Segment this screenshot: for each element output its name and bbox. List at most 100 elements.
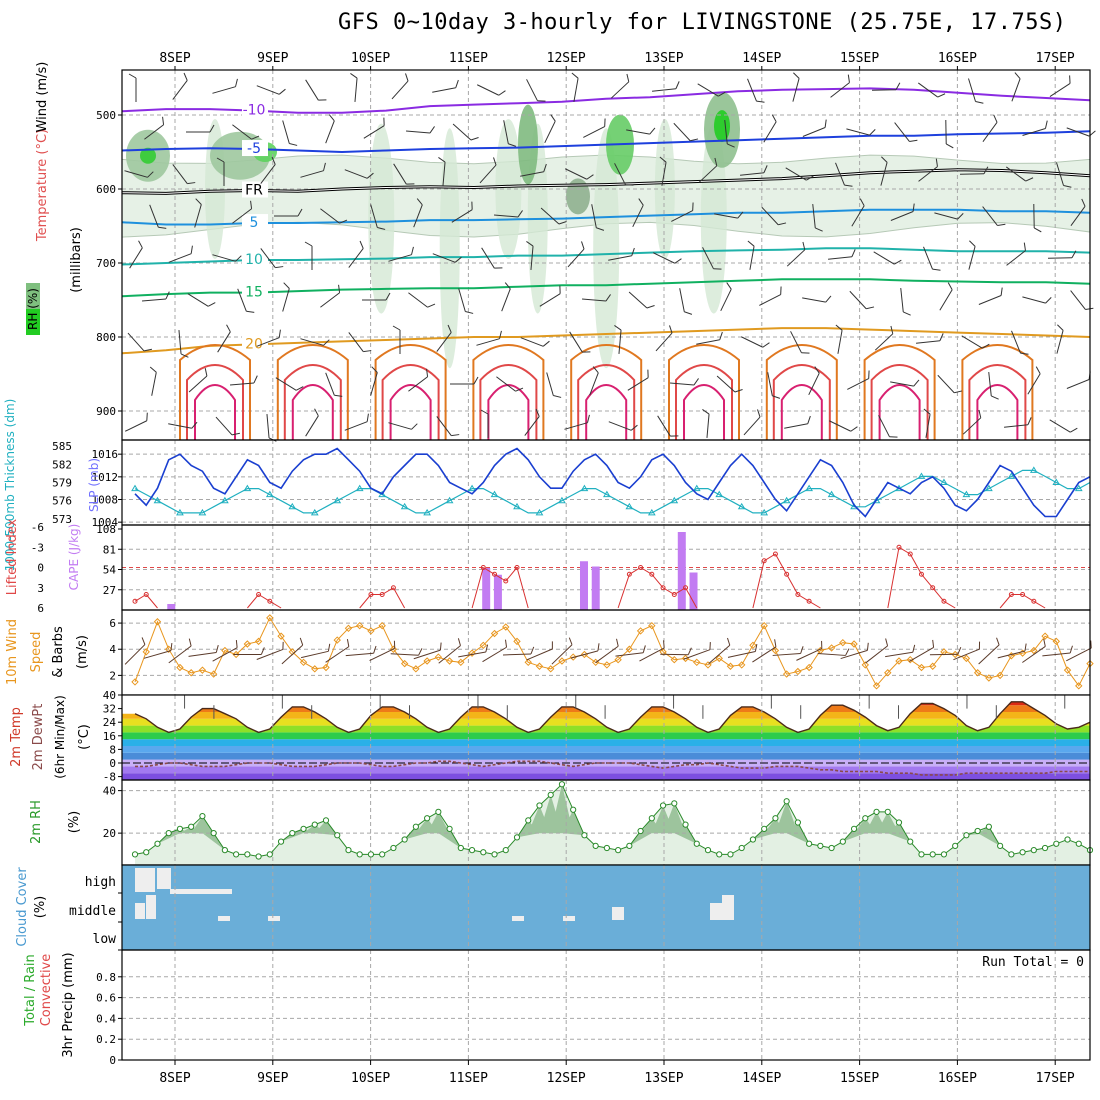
wind-speed-point (378, 621, 386, 630)
wind-barb (808, 366, 820, 396)
li-point (784, 571, 790, 577)
wind-barb-shaft (828, 420, 852, 432)
surface-wind-barb-flag (485, 644, 489, 653)
pressure-tick-label: 700 (96, 257, 116, 270)
wind-barb-shaft (526, 79, 538, 101)
wind-barb-flag (191, 421, 198, 429)
warm-contour (479, 364, 538, 440)
wind-barb-shaft (232, 208, 252, 224)
wind-barb-shaft (282, 288, 290, 312)
wind-barb-flag (614, 325, 622, 331)
wind-barb-flag (890, 325, 894, 334)
wind-speed-point (839, 638, 847, 647)
warm-contour (870, 364, 929, 440)
ylabel-cloud-units: (%) (33, 896, 48, 919)
wind-barb-shaft (628, 291, 648, 309)
wind-barb (851, 198, 865, 227)
wind-barb (923, 246, 941, 271)
surface-wind-barb-shaft (124, 644, 146, 665)
wind-barb (1066, 127, 1096, 137)
warm-contour (683, 384, 725, 440)
wind-speed-point (771, 646, 780, 655)
wind-barb-shaft (212, 254, 236, 262)
cape-bar (493, 574, 502, 610)
wind-barb-flag (165, 291, 170, 300)
wind-barb-shaft (878, 415, 890, 437)
surface-wind-barb-shaft (1042, 652, 1071, 657)
thickness-point (535, 508, 544, 516)
wind-barb-flag (982, 343, 990, 349)
wind-barb (413, 198, 423, 228)
wind-barb-flag (455, 79, 459, 88)
wind-barb-flag (128, 73, 137, 79)
wind-barb (124, 412, 148, 432)
wind-barb-shaft (503, 120, 509, 144)
wind-barb (945, 119, 954, 149)
wind-barb-flag (207, 302, 216, 307)
cape-bar (579, 561, 588, 610)
isotherm--5 (121, 130, 1091, 154)
ylabel-wind: Wind (m/s) (35, 62, 50, 133)
wind-barb-flag (807, 415, 811, 424)
thickness-point (625, 502, 634, 510)
rh-peak-fill (775, 801, 798, 834)
thickness-point (760, 508, 769, 516)
wind-barb (388, 422, 418, 430)
rh-peak-fill (887, 822, 911, 842)
precip-tick-label: 0.8 (96, 971, 116, 984)
wind-barb-shaft (618, 330, 622, 354)
thickness-point (265, 490, 274, 498)
surface-wind-barb (708, 637, 731, 665)
wind-barb-flag (304, 241, 313, 247)
wind-barb (524, 408, 540, 436)
surface-wind-barb (325, 639, 350, 663)
wind-barb-flag (869, 129, 876, 136)
rh-point (143, 849, 150, 856)
wind-barb-flag (216, 157, 225, 163)
rh-point (154, 840, 161, 847)
wind-barb (363, 117, 385, 139)
li-point (896, 544, 902, 550)
wind-barb-shaft (256, 85, 280, 95)
wind-barb-flag (558, 221, 567, 225)
wind-barb-flag (392, 325, 401, 331)
wind-barb-flag (494, 267, 503, 269)
li-point (918, 571, 924, 577)
wind-barb (582, 294, 611, 302)
temperature-band (122, 752, 1090, 760)
rh-point (277, 838, 285, 845)
wind-speed-point (603, 661, 611, 669)
wind-barb-shaft (348, 248, 364, 268)
li-segment (921, 573, 934, 589)
wind-barb-shaft (671, 210, 693, 222)
cloud-row-label: middle (69, 904, 116, 919)
wind-barb-flag (780, 286, 782, 295)
ylabel-precip-units: 3hr Precip (mm) (61, 952, 76, 1057)
wind-speed-point (1063, 666, 1072, 674)
wind-barb-flag (847, 74, 850, 83)
thickness-point (1007, 472, 1016, 479)
wind-barb-flag (1044, 120, 1048, 129)
thickness-point (288, 502, 297, 510)
precip-tick-label: 0.6 (96, 992, 116, 1005)
isotherm-label: 5 (250, 215, 259, 231)
wind-barb (362, 292, 391, 301)
ylabel-temp-units: (°C) (77, 724, 92, 750)
wind-barb-shaft (747, 78, 757, 102)
li-point (514, 565, 520, 570)
rh-point (895, 819, 903, 826)
surface-wind-barb-flag (800, 646, 804, 654)
wind-barb (168, 421, 198, 429)
wind-barb-flag (909, 139, 918, 142)
rh-area (135, 784, 1090, 865)
wind-barb-flag (451, 434, 460, 437)
slp-tick-label: 1004 (92, 516, 119, 529)
wind-barb (671, 202, 694, 222)
wind-barb-flag (416, 198, 423, 206)
wind-barb-shaft (702, 247, 714, 269)
surface-wind-barb (953, 641, 981, 661)
wind-barb-shaft (1066, 379, 1090, 389)
temperature-band (122, 773, 1090, 780)
rh-point (367, 851, 375, 858)
wind-barb (408, 368, 429, 392)
